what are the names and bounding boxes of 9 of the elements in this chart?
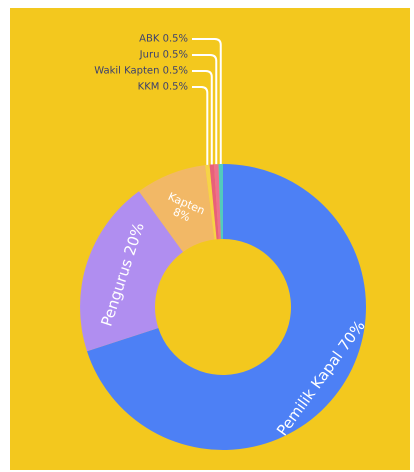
donut-slice: [214, 164, 221, 240]
slice-label: Juru 0.5%: [138, 50, 188, 60]
donut-slice: [205, 164, 217, 240]
slice-label: ABK 0.5%: [139, 34, 188, 44]
slice-label: Wakil Kapten 0.5%: [94, 66, 188, 76]
donut-slice: [218, 164, 223, 240]
donut-slice: [87, 164, 366, 450]
donut-slice: [210, 164, 219, 240]
slice-label: KKM 0.5%: [138, 82, 188, 92]
